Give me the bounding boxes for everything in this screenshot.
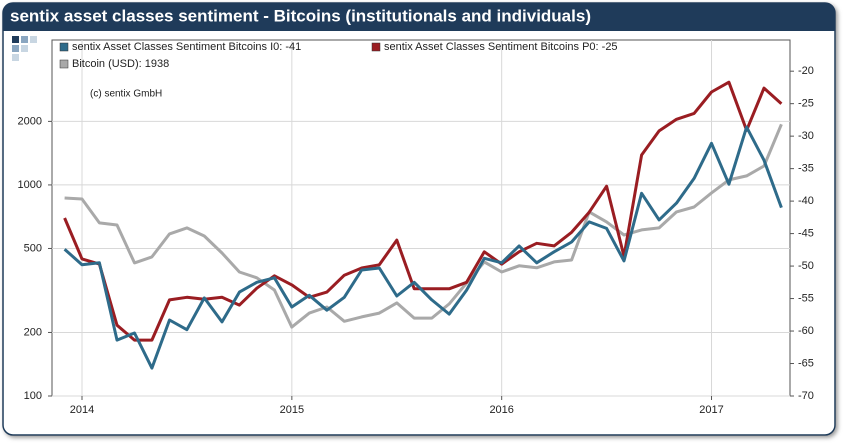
series-line — [64, 123, 783, 329]
y-tick-label: 1000 — [18, 179, 42, 191]
y2-tick-label: -50 — [798, 260, 814, 272]
chart-title: sentix asset classes sentiment - Bitcoin… — [10, 6, 591, 25]
legend-label: Bitcoin (USD): 1938 — [72, 58, 169, 70]
y2-tick-label: -35 — [798, 163, 814, 175]
x-tick-label: 2017 — [699, 404, 723, 416]
y2-tick-label: -45 — [798, 227, 814, 239]
y2-tick-label: -25 — [798, 98, 814, 110]
y2-tick-label: -55 — [798, 292, 814, 304]
series-line — [63, 125, 783, 370]
y-tick-label: 100 — [24, 390, 42, 402]
y2-tick-label: -70 — [798, 390, 814, 402]
y-tick-label: 500 — [24, 242, 42, 254]
y-tick-label: 200 — [24, 326, 42, 338]
legend-swatch — [59, 59, 69, 69]
legend-label: sentix Asset Classes Sentiment Bitcoins … — [72, 41, 301, 53]
series-line — [63, 80, 783, 342]
annotation: (c) sentix GmbH — [90, 89, 162, 100]
y-tick-label: 2000 — [18, 115, 42, 127]
logo — [12, 36, 37, 61]
header-bar — [3, 3, 835, 31]
y2-tick-label: -65 — [798, 357, 814, 369]
legend-label: sentix Asset Classes Sentiment Bitcoins … — [384, 41, 618, 53]
y2-tick-label: -30 — [798, 130, 814, 142]
legend-swatch — [371, 42, 381, 52]
x-tick-label: 2016 — [489, 404, 513, 416]
x-tick-label: 2014 — [70, 404, 94, 416]
y2-tick-label: -40 — [798, 195, 814, 207]
x-tick-label: 2015 — [280, 404, 304, 416]
y2-tick-label: -60 — [798, 325, 814, 337]
y2-tick-label: -20 — [798, 65, 814, 77]
legend-swatch — [59, 42, 69, 52]
